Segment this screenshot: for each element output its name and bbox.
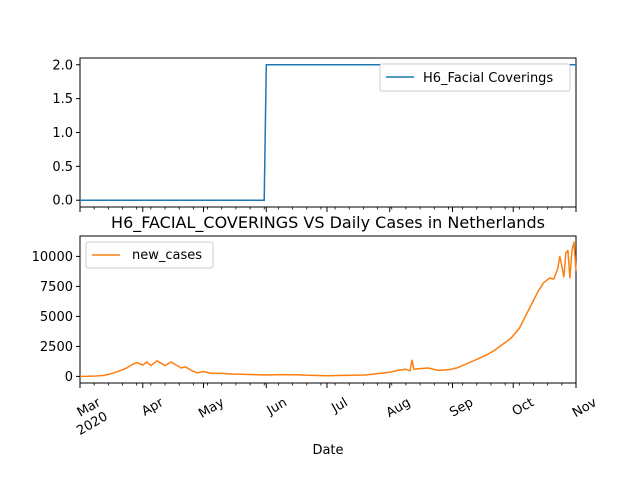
y-tick-label: 7500 — [40, 280, 73, 295]
legend-top: H6_Facial Coverings — [379, 63, 571, 92]
y-tick-label: 1.5 — [52, 92, 73, 107]
y-tick-label: 0.0 — [52, 194, 73, 209]
y-tick-label: 5000 — [40, 310, 73, 325]
legend-box — [379, 63, 571, 92]
legend-label-new-cases: new_cases — [132, 248, 202, 263]
legend-bottom: new_cases — [85, 241, 214, 269]
plot-area-bottom — [79, 235, 577, 384]
x-axis-label: Date — [312, 443, 343, 458]
y-tick-label: 0.5 — [52, 160, 73, 175]
chart-title: H6_FACIAL_COVERINGS VS Daily Cases in Ne… — [111, 213, 545, 233]
y-tick-label: 2.0 — [52, 58, 73, 73]
facial-coverings-chart: 0.0 0.5 1.0 1.5 2.0 H6_Facial Coverings — [52, 57, 577, 212]
x-tick-label: Jul — [329, 395, 351, 416]
y-tick-label: 10000 — [32, 250, 73, 265]
y-tick-label: 2500 — [40, 340, 73, 355]
series-line-new-cases — [79, 241, 577, 378]
y-tick-label: 0 — [65, 370, 73, 385]
y-tick-label: 1.0 — [52, 126, 73, 141]
x-axis-top — [79, 207, 577, 212]
legend-box — [85, 241, 214, 269]
y-axis-top: 0.0 0.5 1.0 1.5 2.0 — [52, 58, 80, 209]
legend-label-h6-facial-coverings: H6_Facial Coverings — [423, 71, 553, 86]
y-axis-bottom: 0 2500 5000 7500 10000 — [32, 250, 80, 385]
